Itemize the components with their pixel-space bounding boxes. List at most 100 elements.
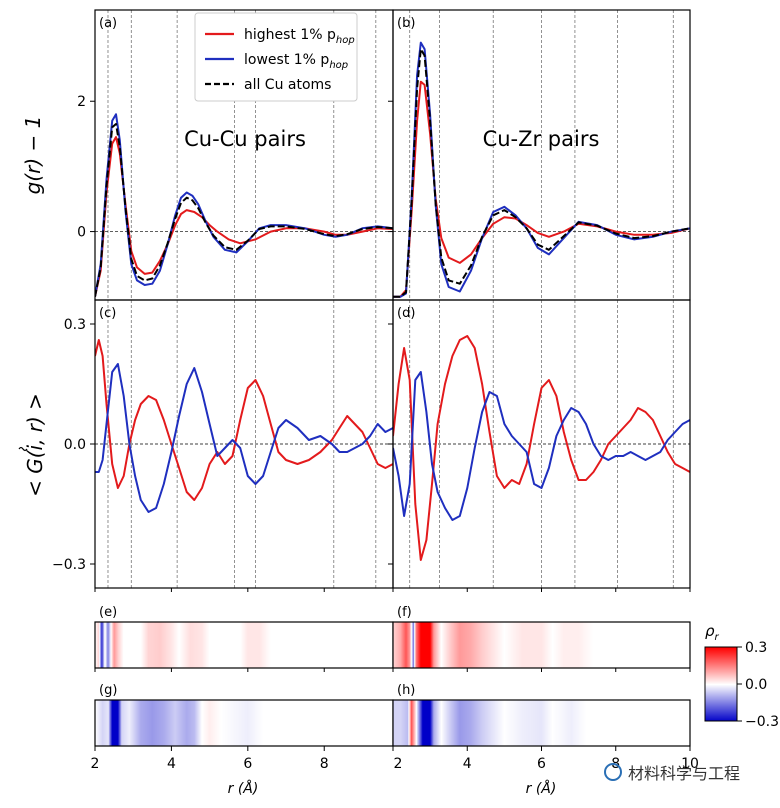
heatmap-cell [322, 700, 324, 746]
colorbar-cell [705, 676, 737, 678]
heatmap-cell [490, 622, 492, 668]
heatmap-cell [599, 700, 601, 746]
colorbar-cell [705, 685, 737, 687]
heatmap-cell [652, 622, 654, 668]
heatmap-cell [593, 700, 595, 746]
heatmap-cell [580, 700, 582, 746]
heatmap-cell [398, 700, 400, 746]
heatmap-cell [372, 700, 374, 746]
heatmap-cell [334, 622, 336, 668]
heatmap-cell [538, 622, 540, 668]
heatmap-cell [165, 622, 167, 668]
heatmap-cell [404, 700, 406, 746]
heatmap-cell [373, 700, 375, 746]
heatmap-cell [346, 700, 348, 746]
heatmap-cell [601, 700, 603, 746]
heatmap-cell [372, 622, 374, 668]
colorbar-cell [705, 651, 737, 653]
heatmap-cell [131, 622, 133, 668]
panel-label: (c) [99, 306, 116, 321]
heatmap-cell [564, 622, 566, 668]
heatmap-cell [268, 700, 270, 746]
heatmap-cell [363, 700, 365, 746]
heatmap-cell [134, 700, 136, 746]
heatmap-cell [222, 700, 224, 746]
heatmap-cell [200, 700, 202, 746]
heatmap-cell [620, 622, 622, 668]
heatmap-cell [497, 700, 499, 746]
heatmap-cell [153, 622, 155, 668]
heatmap-cell [240, 700, 242, 746]
heatmap-cell [235, 622, 237, 668]
heatmap-cell [451, 622, 453, 668]
heatmap-cell [125, 700, 127, 746]
heatmap-cell [432, 622, 434, 668]
heatmap-cell [541, 622, 543, 668]
heatmap-cell [686, 622, 688, 668]
heatmap-cell [609, 622, 611, 668]
heatmap-cell [254, 700, 256, 746]
heatmap-cell [234, 700, 236, 746]
heatmap-cell [408, 622, 410, 668]
heatmap-cell [544, 700, 546, 746]
heatmap-cell [648, 622, 650, 668]
colorbar-cell [705, 695, 737, 697]
heatmap-cell [186, 700, 188, 746]
heatmap-cell [489, 622, 491, 668]
heatmap-cell [376, 700, 378, 746]
heatmap-cell [517, 622, 519, 668]
heatmap-cell [545, 622, 547, 668]
heatmap-cell [658, 622, 660, 668]
heatmap-cell [460, 622, 462, 668]
heatmap-cell [589, 700, 591, 746]
heatmap-cell [282, 700, 284, 746]
heatmap-cell [157, 700, 159, 746]
heatmap-cell [169, 700, 171, 746]
heatmap-cell [683, 622, 685, 668]
tilde-mark [18, 446, 28, 452]
heatmap-cell [144, 700, 146, 746]
colorbar-title: ρr [705, 622, 720, 643]
heatmap-cell [561, 700, 563, 746]
heatmap-cell [452, 700, 454, 746]
heatmap-cell [463, 700, 465, 746]
heatmap-cell [99, 700, 101, 746]
heatmap-cell [169, 622, 171, 668]
heatmap-cell [367, 700, 369, 746]
heatmap-cell [497, 622, 499, 668]
heatmap-cell [636, 700, 638, 746]
colorbar-cell [705, 669, 737, 671]
heatmap-cell [499, 622, 501, 668]
heatmap-cell [619, 700, 621, 746]
heatmap-cell [506, 700, 508, 746]
heatmap-cell [569, 622, 571, 668]
heatmap-cell [518, 622, 520, 668]
heatmap-cell [386, 622, 388, 668]
heatmap-cell [370, 622, 372, 668]
heatmap-cell [632, 700, 634, 746]
heatmap-cell [293, 622, 295, 668]
heatmap-cell [217, 622, 219, 668]
heatmap-cell [574, 700, 576, 746]
heatmap-cell [352, 700, 354, 746]
colorbar-cell [705, 658, 737, 660]
heatmap-cell [422, 700, 424, 746]
heatmap-cell [576, 700, 578, 746]
heatmap-cell [685, 700, 687, 746]
heatmap-cell [199, 700, 201, 746]
heatmap-cell [683, 700, 685, 746]
heatmap-cell [677, 622, 679, 668]
heatmap-cell [333, 700, 335, 746]
heatmap-cell [238, 700, 240, 746]
colorbar-cell [705, 672, 737, 674]
heatmap-cell [592, 700, 594, 746]
heatmap-cell [197, 700, 199, 746]
heatmap-cell [454, 622, 456, 668]
heatmap-cell [314, 700, 316, 746]
heatmap-cell [602, 700, 604, 746]
heatmap-cell [155, 700, 157, 746]
heatmap-cell [304, 700, 306, 746]
heatmap-cell [575, 700, 577, 746]
heatmap-cell [587, 700, 589, 746]
